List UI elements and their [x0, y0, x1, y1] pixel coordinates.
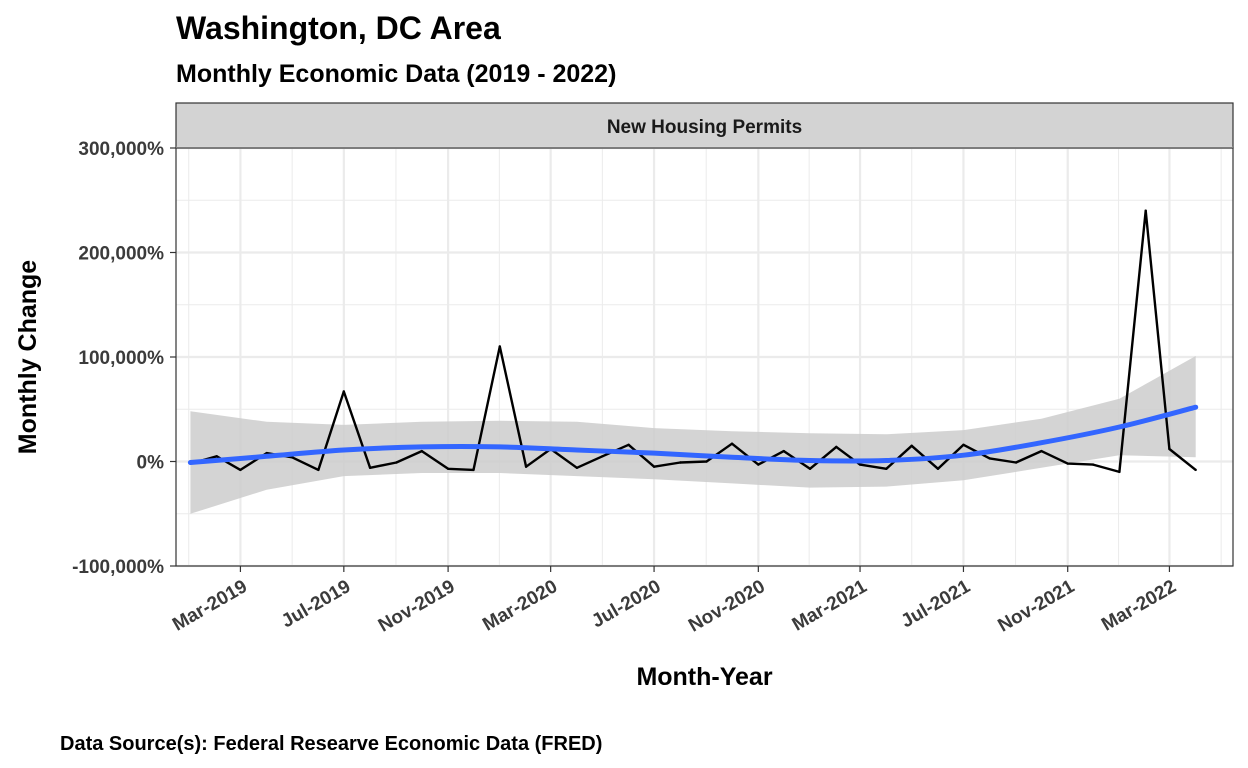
- series-line: [190, 209, 1197, 474]
- data-point: [368, 466, 372, 469]
- data-point: [858, 463, 862, 466]
- y-tick-label: -100,000%: [72, 557, 164, 578]
- data-point: [290, 456, 294, 459]
- data-point: [808, 467, 812, 470]
- data-point: [962, 443, 965, 446]
- data-point: [705, 460, 708, 463]
- y-tick-label: 0%: [137, 453, 165, 474]
- data-point: [265, 451, 268, 455]
- data-point: [317, 468, 320, 472]
- y-tick-label: 200,000%: [78, 244, 164, 265]
- x-axis-tick-labels: Mar-2019 Jul-2019 Nov-2019 Mar-2020 Jul-2020…: [169, 576, 1180, 637]
- data-point: [936, 467, 940, 470]
- x-tick-label: Mar-2020: [479, 576, 561, 635]
- chart-title: Washington, DC Area: [176, 10, 501, 46]
- chart-subtitle: Monthly Economic Data (2019 - 2022): [176, 60, 616, 88]
- data-point: [679, 461, 682, 464]
- facet-strip-label: New Housing Permits: [607, 117, 802, 138]
- x-tick-label: Jul-2020: [588, 576, 664, 632]
- data-point: [342, 390, 345, 393]
- x-tick-label: Mar-2022: [1098, 576, 1180, 635]
- x-axis-title: Month-Year: [636, 663, 772, 691]
- data-point: [757, 463, 760, 466]
- data-point: [472, 468, 475, 472]
- data-point: [498, 345, 501, 348]
- data-point: [1144, 209, 1147, 212]
- y-axis-title: Monthly Change: [14, 260, 42, 455]
- x-tick-label: Nov-2021: [995, 576, 1079, 637]
- data-point: [215, 455, 218, 458]
- x-tick-label: Mar-2019: [169, 576, 251, 635]
- data-point: [395, 461, 398, 464]
- data-point: [988, 457, 991, 460]
- data-point: [601, 455, 604, 458]
- y-tick-label: 300,000%: [78, 139, 164, 160]
- data-point: [1091, 463, 1095, 466]
- x-tick-label: Nov-2020: [685, 576, 769, 636]
- y-axis-tick-labels: -100,000% 0% 100,000% 200,000% 300,000%: [72, 139, 164, 578]
- data-point: [910, 444, 913, 447]
- plot-area: [170, 146, 1233, 572]
- data-point: [885, 467, 888, 470]
- data-point: [652, 465, 656, 468]
- data-point: [730, 442, 734, 445]
- data-source-caption: Data Source(s): Federal Researve Economi…: [60, 733, 602, 755]
- data-point: [1066, 462, 1069, 465]
- x-tick-label: Nov-2019: [375, 576, 459, 636]
- confidence-band: [190, 356, 1196, 514]
- data-point: [1014, 461, 1018, 464]
- data-point: [782, 449, 785, 453]
- facet-strip: [175, 102, 1234, 149]
- panel-border: [175, 147, 1234, 567]
- x-tick-label: Jul-2019: [278, 576, 354, 632]
- x-tick-label: Mar-2021: [789, 576, 871, 636]
- data-point: [1194, 468, 1197, 472]
- data-point: [575, 466, 579, 469]
- data-point: [1118, 470, 1121, 474]
- data-point: [420, 449, 423, 453]
- smooth-trend-line: [187, 404, 1199, 465]
- data-point: [1040, 449, 1043, 453]
- data-point: [1168, 447, 1171, 451]
- y-tick-label: 100,000%: [78, 348, 164, 369]
- data-point: [239, 468, 242, 472]
- data-point: [627, 443, 630, 446]
- data-point: [524, 465, 528, 468]
- data-point: [835, 445, 838, 449]
- x-tick-label: Jul-2021: [898, 576, 975, 632]
- data-point: [446, 467, 450, 470]
